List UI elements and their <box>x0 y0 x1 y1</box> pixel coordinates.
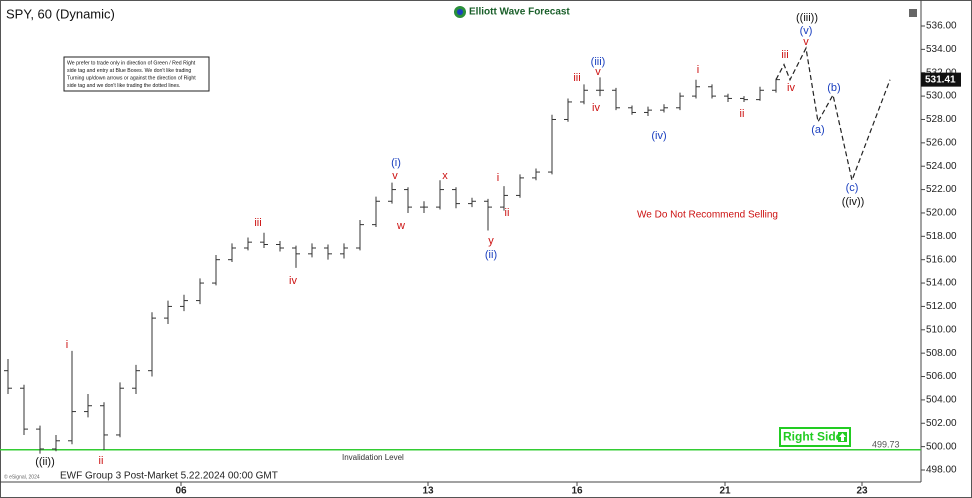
y-tick-label: 502.00 <box>926 418 957 429</box>
wave-label: ((iv)) <box>842 196 865 208</box>
note-box <box>63 56 210 92</box>
invalidation-label: Invalidation Level <box>342 453 404 462</box>
note-line: Turning up/down arrows or against the di… <box>67 75 196 81</box>
last-price-label: 531.41 <box>925 74 956 85</box>
wave-label: (ii) <box>485 249 497 261</box>
brand: Elliott Wave Forecast <box>469 7 570 18</box>
wave-label: v <box>392 170 398 182</box>
wave-label: (a) <box>811 124 824 136</box>
y-tick-label: 498.00 <box>926 465 957 476</box>
wave-label: v <box>803 36 809 48</box>
wave-label: (v) <box>800 25 813 37</box>
wave-label: ((iii)) <box>796 12 818 24</box>
y-tick-label: 504.00 <box>926 395 957 406</box>
logo-inner <box>457 9 463 15</box>
x-tick-label: 21 <box>719 486 731 497</box>
right-side-label: Right Side <box>783 430 843 444</box>
y-tick-label: 518.00 <box>926 231 957 242</box>
wave-label: x <box>442 170 448 182</box>
wave-label: ii <box>505 207 510 219</box>
note-line: side tag and entry at Blue Boxes. We don… <box>67 68 191 74</box>
y-tick-label: 528.00 <box>926 114 957 125</box>
wave-label: iii <box>254 217 261 229</box>
y-tick-label: 522.00 <box>926 184 957 195</box>
last-price-box <box>921 72 961 87</box>
wave-label: (iv) <box>651 130 666 142</box>
warning: We Do Not Recommend Selling <box>637 210 778 221</box>
y-tick-label: 520.00 <box>926 208 957 219</box>
wave-label: iii <box>573 72 580 84</box>
y-tick-label: 516.00 <box>926 254 957 265</box>
wave-label: (c) <box>846 182 859 194</box>
x-tick-label: 16 <box>571 486 583 497</box>
wave-label: ii <box>740 108 745 120</box>
wave-label: i <box>497 172 499 184</box>
y-tick-label: 510.00 <box>926 324 957 335</box>
chart-title: SPY, 60 (Dynamic) <box>6 6 115 21</box>
y-tick-label: 512.00 <box>926 301 957 312</box>
copyright: © eSignal, 2024 <box>4 473 40 480</box>
invalidation-value: 499.73 <box>872 439 900 449</box>
x-tick-label: 06 <box>175 486 187 497</box>
footer: EWF Group 3 Post-Market 5.22.2024 00:00 … <box>60 471 278 482</box>
window-icon <box>909 9 917 17</box>
wave-label: iii <box>781 49 788 61</box>
y-tick-label: 514.00 <box>926 278 957 289</box>
right-side-arrow <box>839 433 846 441</box>
wave-label: y <box>488 235 494 247</box>
y-tick-label: 536.00 <box>926 21 957 32</box>
wave-label: w <box>396 220 405 232</box>
projection <box>775 46 891 183</box>
x-tick-label: 13 <box>422 486 434 497</box>
x-tick-label: 23 <box>856 486 868 497</box>
right-side-tag: Right Side <box>779 427 851 447</box>
y-tick-label: 524.00 <box>926 161 957 172</box>
wave-label: iv <box>787 82 795 94</box>
wave-label: (iii) <box>591 56 606 68</box>
y-tick-label: 500.00 <box>926 441 957 452</box>
y-tick-label: 534.00 <box>926 44 957 55</box>
note-line: We prefer to trade only in direction of … <box>67 60 196 66</box>
wave-label: iv <box>592 102 600 114</box>
wave-label: (b) <box>827 82 840 94</box>
wave-label: i <box>66 339 68 351</box>
wave-label: (i) <box>391 157 401 169</box>
wave-label: v <box>595 66 601 78</box>
y-tick-label: 506.00 <box>926 371 957 382</box>
wave-label: iv <box>289 275 297 287</box>
note-line: side tag and we don't like trading the d… <box>67 83 180 89</box>
wave-label: ((ii)) <box>35 456 55 468</box>
y-tick-label: 508.00 <box>926 348 957 359</box>
wave-label: ii <box>99 455 104 467</box>
right-side-box <box>779 427 851 447</box>
y-tick-label: 526.00 <box>926 137 957 148</box>
y-tick-label: 530.00 <box>926 91 957 102</box>
wave-label: i <box>697 64 699 76</box>
